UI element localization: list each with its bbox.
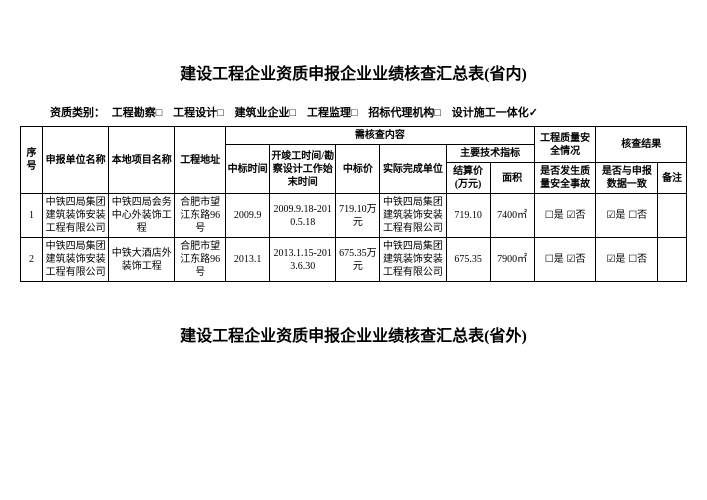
summary-table: 序号 申报单位名称 本地项目名称 工程地址 需核查内容 工程质量安全情况 核查结… bbox=[20, 126, 687, 282]
cell-unit: 中铁四局集团建筑装饰安装工程有限公司 bbox=[43, 238, 109, 282]
cell-match: ☑是 ☐否 bbox=[596, 194, 658, 238]
cell-settle: 719.10 bbox=[446, 194, 490, 238]
th-complete: 实际完成单位 bbox=[380, 145, 446, 194]
th-safetyq: 是否发生质量安全事故 bbox=[534, 163, 596, 194]
cell-area: 7900㎡ bbox=[490, 238, 534, 282]
th-review: 需核查内容 bbox=[226, 127, 535, 145]
cell-date: 2009.9.18-2010.5.18 bbox=[270, 194, 336, 238]
th-area: 面积 bbox=[490, 163, 534, 194]
th-unit: 申报单位名称 bbox=[43, 127, 109, 194]
qualification-line: 资质类别： 工程勘察□ 工程设计□ 建筑业企业□ 工程监理□ 招标代理机构□ 设… bbox=[50, 104, 687, 120]
qual-item: 工程设计□ bbox=[173, 107, 224, 119]
th-proj: 本地项目名称 bbox=[109, 127, 175, 194]
cell-addr: 合肥市望江东路96号 bbox=[175, 238, 226, 282]
cell-bidtime: 2009.9 bbox=[226, 194, 270, 238]
cell-addr: 合肥市望江东路96号 bbox=[175, 194, 226, 238]
th-bidtime: 中标时间 bbox=[226, 145, 270, 194]
th-settle: 结算价(万元) bbox=[446, 163, 490, 194]
cell-match: ☑是 ☐否 bbox=[596, 238, 658, 282]
qual-item: 工程勘察□ bbox=[112, 107, 163, 119]
cell-idx: 1 bbox=[21, 194, 43, 238]
th-addr: 工程地址 bbox=[175, 127, 226, 194]
cell-price: 675.35万元 bbox=[336, 238, 380, 282]
th-idx: 序号 bbox=[21, 127, 43, 194]
cell-area: 7400㎡ bbox=[490, 194, 534, 238]
cell-note bbox=[658, 238, 687, 282]
page-title-2: 建设工程企业资质申报企业业绩核查汇总表(省外) bbox=[20, 322, 687, 346]
cell-bidtime: 2013.1 bbox=[226, 238, 270, 282]
cell-idx: 2 bbox=[21, 238, 43, 282]
cell-complete: 中铁四局集团建筑装饰安装工程有限公司 bbox=[380, 238, 446, 282]
cell-date: 2013.1.15-2013.6.30 bbox=[270, 238, 336, 282]
cell-price: 719.10万元 bbox=[336, 194, 380, 238]
th-note: 备注 bbox=[658, 163, 687, 194]
th-safety-group: 工程质量安全情况 bbox=[534, 127, 596, 163]
cell-safety: ☐是 ☑否 bbox=[534, 194, 596, 238]
th-result-group: 核查结果 bbox=[596, 127, 687, 163]
qual-item: 招标代理机构□ bbox=[368, 107, 441, 119]
qual-item: 工程监理□ bbox=[307, 107, 358, 119]
qual-item: 设计施工一体化✓ bbox=[452, 107, 538, 119]
th-date: 开竣工时间/勘察设计工作始末时间 bbox=[270, 145, 336, 194]
qual-item: 建筑业企业□ bbox=[235, 107, 297, 119]
cell-proj: 中铁四局会务中心外装饰工程 bbox=[109, 194, 175, 238]
th-match: 是否与申报数据一致 bbox=[596, 163, 658, 194]
th-price: 中标价 bbox=[336, 145, 380, 194]
cell-proj: 中铁大酒店外装饰工程 bbox=[109, 238, 175, 282]
th-tech: 主要技术指标 bbox=[446, 145, 534, 163]
page-title: 建设工程企业资质申报企业业绩核查汇总表(省内) bbox=[20, 60, 687, 84]
cell-complete: 中铁四局集团建筑装饰安装工程有限公司 bbox=[380, 194, 446, 238]
cell-note bbox=[658, 194, 687, 238]
table-row: 2 中铁四局集团建筑装饰安装工程有限公司 中铁大酒店外装饰工程 合肥市望江东路9… bbox=[21, 238, 687, 282]
cell-unit: 中铁四局集团建筑装饰安装工程有限公司 bbox=[43, 194, 109, 238]
cell-safety: ☐是 ☑否 bbox=[534, 238, 596, 282]
qual-label: 资质类别： bbox=[50, 107, 105, 119]
table-row: 1 中铁四局集团建筑装饰安装工程有限公司 中铁四局会务中心外装饰工程 合肥市望江… bbox=[21, 194, 687, 238]
cell-settle: 675.35 bbox=[446, 238, 490, 282]
